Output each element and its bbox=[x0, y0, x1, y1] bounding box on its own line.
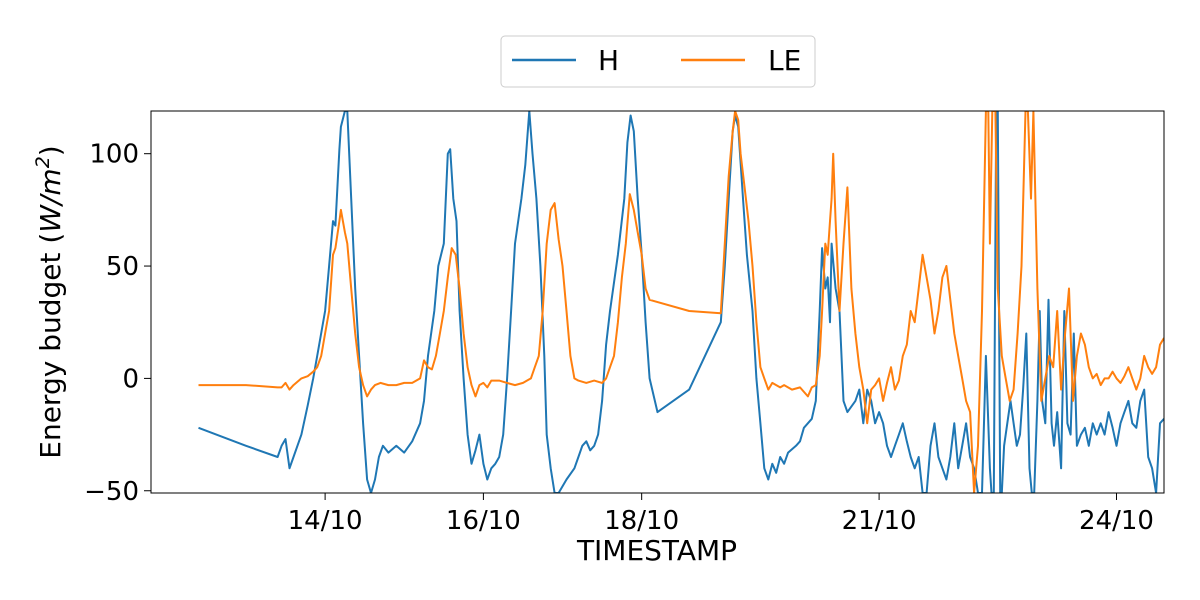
legend: H LE bbox=[500, 35, 816, 88]
y-tick-label: 0 bbox=[122, 364, 139, 394]
y-tick-label: 50 bbox=[106, 252, 139, 282]
x-axis-title: TIMESTAMP bbox=[576, 534, 737, 567]
x-tick-label: 21/10 bbox=[842, 506, 917, 536]
legend-label-le: LE bbox=[768, 44, 801, 77]
y-tick-label: 100 bbox=[89, 140, 139, 170]
x-tick-label: 18/10 bbox=[604, 506, 679, 536]
plot-frame bbox=[150, 110, 1165, 494]
y-axis: −50 0 50 100 bbox=[84, 140, 151, 507]
y-tick-label: −50 bbox=[84, 477, 139, 507]
x-tick-label: 16/10 bbox=[446, 506, 521, 536]
legend-label-h: H bbox=[598, 44, 619, 77]
legend-box bbox=[500, 35, 816, 88]
y-axis-title: Energy budget (W/m2) bbox=[32, 145, 67, 458]
x-tick-label: 24/10 bbox=[1079, 506, 1154, 536]
x-tick-label: 14/10 bbox=[288, 506, 363, 536]
series-line-le bbox=[198, 111, 1164, 493]
x-axis: 14/10 16/10 18/10 21/10 24/10 bbox=[288, 493, 1154, 536]
series-line-h bbox=[198, 111, 1164, 493]
series-group bbox=[198, 111, 1164, 493]
